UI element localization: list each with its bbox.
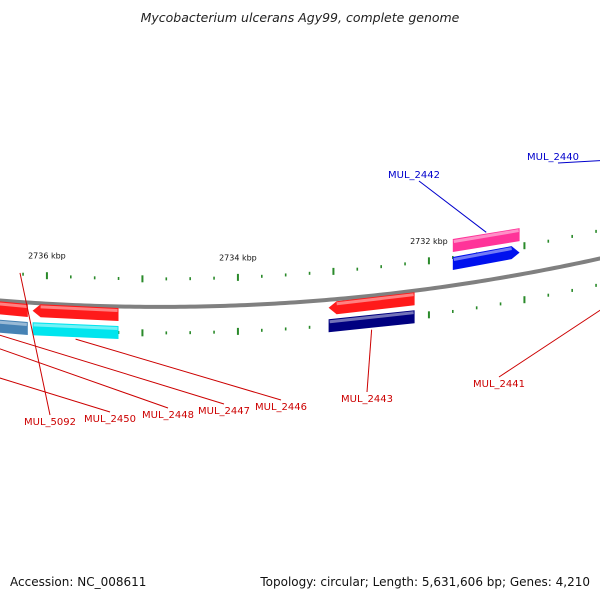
gene-highlight bbox=[40, 305, 118, 312]
gene-label-MUL_2442: MUL_2442 bbox=[388, 170, 440, 181]
ruler-ticks-top bbox=[22, 229, 597, 283]
gene-highlight bbox=[33, 323, 118, 330]
gene-label-MUL_5092: MUL_5092 bbox=[24, 417, 76, 428]
ruler-label-2734: 2734 kbp bbox=[219, 253, 257, 262]
gene-label-MUL_2450: MUL_2450 bbox=[84, 414, 136, 425]
gene-highlight bbox=[336, 293, 414, 306]
gene-features bbox=[0, 228, 520, 339]
gene-highlight bbox=[453, 229, 519, 243]
gene-label-MUL_2441: MUL_2441 bbox=[473, 379, 525, 390]
label-leader-MUL_2441 bbox=[498, 309, 600, 378]
gene-label-MUL_2443: MUL_2443 bbox=[341, 394, 393, 405]
gene-MUL_2446_ft bbox=[32, 322, 119, 339]
label-leader-MUL_2442 bbox=[418, 180, 487, 233]
gene-MUL_2446 bbox=[32, 304, 119, 321]
gene-highlight bbox=[0, 302, 27, 309]
gene-MUL_2442 bbox=[452, 228, 520, 252]
accession-text: Accession: NC_008611 bbox=[10, 575, 147, 589]
gene-MUL_2447_ft bbox=[0, 319, 28, 335]
label-leader-MUL_2448 bbox=[0, 348, 169, 409]
genome-backbone bbox=[0, 256, 600, 309]
gene-label-MUL_2448: MUL_2448 bbox=[142, 410, 194, 421]
ruler-label-2736: 2736 kbp bbox=[28, 252, 66, 261]
gene-MUL_2443_ft bbox=[328, 310, 415, 333]
genome-summary-text: Topology: circular; Length: 5,631,606 bp… bbox=[260, 575, 590, 589]
label-leader-MUL_5092 bbox=[19, 272, 51, 416]
gene-body bbox=[452, 246, 520, 270]
gene-labels: MUL_5092 MUL_2450 MUL_2448 MUL_2447 MUL_2446… bbox=[0, 152, 600, 428]
gene-label-MUL_2440: MUL_2440 bbox=[527, 152, 579, 163]
label-leader-MUL_2443 bbox=[366, 329, 373, 393]
gene-MUL_2447 bbox=[0, 301, 28, 317]
ruler-label-2732: 2732 kbp bbox=[410, 237, 448, 246]
gene-highlight bbox=[329, 311, 414, 324]
gene-MUL_2443 bbox=[328, 292, 415, 315]
gene-label-MUL_2447: MUL_2447 bbox=[198, 406, 250, 417]
gene-label-MUL_2446: MUL_2446 bbox=[255, 402, 307, 413]
map-title: Mycobacterium ulcerans Agy99, complete g… bbox=[140, 10, 460, 25]
gene-highlight bbox=[453, 247, 512, 261]
gene-body bbox=[0, 319, 28, 335]
gene-highlight bbox=[0, 320, 27, 327]
label-leader-MUL_2447 bbox=[0, 334, 225, 405]
label-leader-MUL_2450 bbox=[0, 377, 111, 413]
label-leader-MUL_2446 bbox=[75, 338, 282, 401]
gene-MUL_2442_ft bbox=[452, 246, 520, 270]
